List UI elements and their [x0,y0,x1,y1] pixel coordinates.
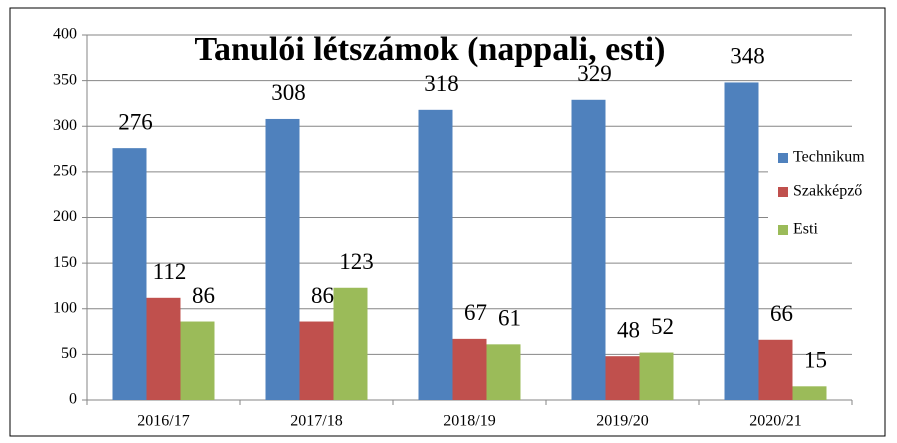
x-tick-label: 2016/17 [137,413,189,430]
value-label: 48 [617,317,640,342]
value-label: 348 [730,44,765,69]
y-tick-label: 250 [53,163,77,180]
bar [724,82,759,400]
value-label: 66 [770,301,793,326]
bar [418,109,453,400]
bar [605,356,640,400]
value-label: 52 [651,314,674,339]
legend-label: Szakképző [793,183,862,200]
x-tick-label: 2020/21 [749,413,801,430]
bar [792,386,827,400]
value-label: 67 [464,300,487,325]
y-tick-label: 100 [53,299,77,316]
value-label: 329 [577,61,612,86]
x-tick-label: 2017/18 [290,413,342,430]
bar [452,338,487,400]
y-tick-label: 0 [69,391,77,408]
y-tick-label: 200 [53,208,77,225]
bar [146,297,181,400]
bar [180,321,215,400]
value-label: 86 [311,283,334,308]
bar [333,287,368,400]
x-tick-label: 2019/20 [596,413,648,430]
bar [758,339,793,400]
y-tick-label: 350 [53,71,77,88]
bar [486,344,521,400]
legend-label: Esti [793,221,818,238]
y-tick-label: 50 [61,345,77,362]
value-label: 15 [804,348,827,373]
bar [299,321,334,400]
y-tick-label: 300 [53,117,77,134]
legend-swatch [778,225,788,235]
bar [265,118,300,400]
x-tick-label: 2018/19 [443,413,495,430]
bar [571,99,606,400]
value-label: 308 [271,80,306,105]
value-label: 276 [118,109,153,134]
value-label: 318 [424,71,459,96]
value-label: 123 [339,249,374,274]
legend-swatch [778,153,788,163]
y-tick-label: 400 [53,26,77,43]
bar [639,352,674,400]
y-tick-label: 150 [53,254,77,271]
value-label: 112 [153,259,187,284]
legend-swatch [778,187,788,197]
chart-title: Tanulói létszámok (nappali, esti) [194,31,665,68]
value-label: 61 [498,306,521,331]
legend-label: Technikum [793,149,865,166]
bar [112,148,147,400]
value-label: 86 [192,283,215,308]
